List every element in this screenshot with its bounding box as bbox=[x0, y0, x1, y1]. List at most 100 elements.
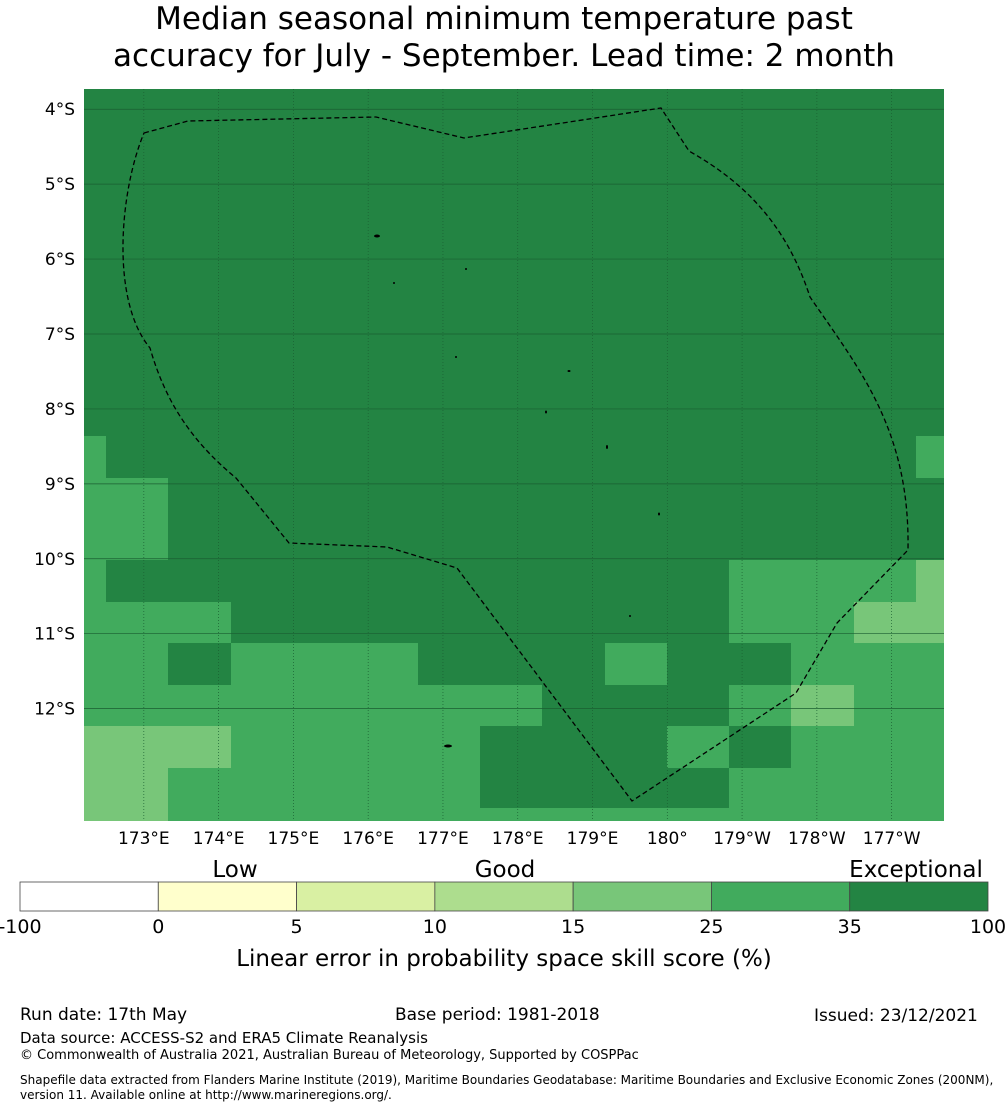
map-title-line-1: Median seasonal minimum temperature past bbox=[155, 1, 853, 37]
category-low: Low bbox=[212, 857, 257, 883]
graticule bbox=[84, 89, 944, 821]
skill-cell bbox=[168, 643, 231, 685]
skill-cell bbox=[231, 602, 729, 643]
longitude-labels: 173°E 174°E 175°E 176°E 177°E 178°E 179°E 180° 1… bbox=[118, 829, 921, 849]
skill-cell bbox=[106, 643, 168, 685]
colorbar-segment bbox=[296, 881, 436, 912]
colorbar-title: Linear error in probability space skill … bbox=[236, 946, 772, 972]
skill-cell bbox=[84, 768, 168, 808]
latitude-labels: 4°S 5°S 6°S 7°S 8°S 9°S 10°S 11°S 12°S bbox=[34, 100, 75, 719]
skill-cell bbox=[729, 685, 791, 726]
skill-cell bbox=[84, 726, 231, 768]
data-source: Data source: ACCESS-S2 and ERA5 Climate … bbox=[20, 1029, 428, 1047]
skill-cell bbox=[84, 602, 231, 643]
base-period: Base period: 1981-2018 bbox=[395, 1005, 600, 1025]
skill-cell bbox=[791, 726, 944, 768]
skill-cell bbox=[168, 808, 944, 821]
skill-score-map: 173°E 174°E 175°E 176°E 177°E 178°E 179°E 180° 1… bbox=[0, 89, 1006, 972]
shapefile-credit: Shapefile data extracted from Flanders M… bbox=[20, 1073, 994, 1102]
island bbox=[455, 356, 457, 358]
category-good: Good bbox=[475, 857, 536, 883]
colorbar-segment bbox=[157, 881, 297, 912]
island bbox=[629, 615, 631, 617]
skill-cell bbox=[480, 726, 667, 768]
skill-cell bbox=[729, 560, 916, 602]
skill-cell bbox=[84, 560, 106, 602]
run-date: Run date: 17th May bbox=[20, 1005, 188, 1025]
latitude-label: 10°S bbox=[34, 550, 75, 570]
island bbox=[444, 744, 452, 748]
skill-cell bbox=[791, 643, 944, 685]
latitude-label: 7°S bbox=[45, 325, 75, 345]
colorbar-segments bbox=[19, 881, 989, 912]
skill-cell bbox=[542, 685, 729, 726]
latitude-label: 11°S bbox=[34, 625, 75, 645]
copyright: © Commonwealth of Australia 2021, Austra… bbox=[20, 1048, 639, 1063]
skill-cell bbox=[84, 478, 168, 560]
longitude-label: 176°E bbox=[342, 829, 394, 849]
island bbox=[393, 282, 395, 284]
skill-cell bbox=[84, 643, 106, 685]
skill-cell bbox=[84, 89, 944, 436]
skill-cell bbox=[667, 726, 729, 768]
skill-cell bbox=[916, 560, 944, 602]
colorbar-tick-label: 0 bbox=[152, 916, 164, 938]
island bbox=[465, 268, 467, 270]
longitude-label: 179°W bbox=[713, 829, 771, 849]
skill-cell bbox=[791, 685, 854, 726]
longitude-label: 179°E bbox=[567, 829, 619, 849]
longitude-label: 177°W bbox=[863, 829, 921, 849]
latitude-label: 12°S bbox=[34, 700, 75, 720]
skill-cell bbox=[106, 436, 916, 478]
skill-cell bbox=[729, 768, 944, 808]
colorbar-segment bbox=[572, 881, 712, 912]
skill-score-grid bbox=[84, 89, 944, 821]
longitude-label: 180° bbox=[647, 829, 688, 849]
skill-cell bbox=[480, 768, 729, 808]
map-title-line-2: accuracy for July - September. Lead time… bbox=[113, 38, 895, 74]
longitude-label: 175°E bbox=[268, 829, 320, 849]
islands bbox=[374, 234, 660, 748]
longitude-label: 173°E bbox=[118, 829, 170, 849]
latitude-label: 9°S bbox=[45, 475, 75, 495]
skill-cell bbox=[729, 726, 791, 768]
skill-cell bbox=[729, 602, 854, 643]
colorbar-tick-label: 100 bbox=[970, 916, 1006, 938]
colorbar-ticks: -100 0 5 10 15 25 35 100 bbox=[0, 916, 1006, 938]
colorbar-tick-label: 35 bbox=[838, 916, 862, 938]
skill-cell bbox=[418, 643, 605, 685]
skill-cell bbox=[168, 478, 916, 560]
skill-cell bbox=[916, 436, 944, 478]
longitude-label: 177°E bbox=[417, 829, 469, 849]
skill-cell bbox=[854, 685, 944, 726]
island bbox=[606, 445, 608, 449]
skill-cell bbox=[231, 643, 418, 685]
skill-cell bbox=[84, 685, 542, 726]
colorbar-segment bbox=[19, 881, 159, 912]
colorbar-segment bbox=[849, 881, 989, 912]
skill-cell bbox=[231, 726, 480, 768]
longitude-label: 178°E bbox=[492, 829, 544, 849]
island bbox=[545, 410, 547, 414]
skill-cell bbox=[168, 768, 480, 808]
latitude-label: 5°S bbox=[45, 175, 75, 195]
skill-cell bbox=[84, 808, 168, 821]
longitude-label: 174°E bbox=[193, 829, 245, 849]
colorbar-tick-label: 15 bbox=[561, 916, 585, 938]
colorbar-tick-label: 5 bbox=[291, 916, 303, 938]
colorbar-segment bbox=[434, 881, 574, 912]
colorbar-tick-label: -100 bbox=[0, 916, 42, 938]
latitude-label: 8°S bbox=[45, 400, 75, 420]
category-exceptional: Exceptional bbox=[849, 857, 983, 883]
latitude-label: 4°S bbox=[45, 100, 75, 120]
colorbar: Low Good Exceptional -100 0 5 10 15 25 35 100 L… bbox=[0, 857, 1006, 972]
island bbox=[567, 370, 571, 372]
colorbar-segment bbox=[711, 881, 851, 912]
eez-boundary bbox=[122, 107, 909, 802]
skill-cell bbox=[916, 478, 944, 560]
latitude-label: 6°S bbox=[45, 250, 75, 270]
longitude-label: 178°W bbox=[788, 829, 846, 849]
skill-cell bbox=[605, 643, 667, 685]
island bbox=[658, 512, 660, 516]
issued-date: Issued: 23/12/2021 bbox=[814, 1006, 978, 1026]
